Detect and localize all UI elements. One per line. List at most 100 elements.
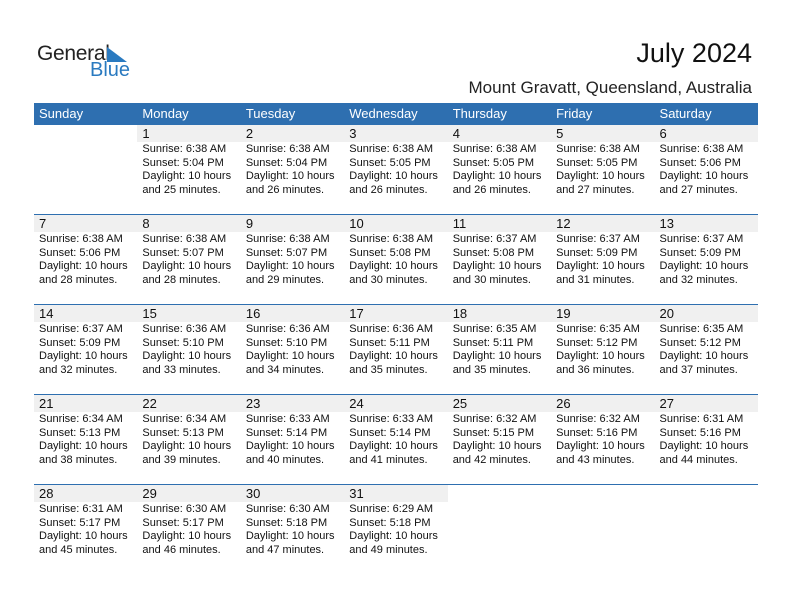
- weekday-tuesday: Tuesday: [245, 106, 296, 121]
- daylight-text: and 35 minutes.: [452, 363, 531, 376]
- day-cell: 27 Sunrise: 6:31 AM Sunset: 5:16 PM Dayligh…: [654, 395, 758, 484]
- day-number: 18: [447, 305, 552, 322]
- sunrise-text: Sunrise: 6:38 AM: [39, 233, 123, 245]
- sunrise-text: Sunrise: 6:35 AM: [556, 323, 640, 335]
- day-number: 24: [344, 395, 448, 412]
- sunset-text: Sunset: 5:05 PM: [556, 156, 638, 169]
- sunset-text: Sunset: 5:12 PM: [556, 336, 638, 349]
- day-cell: 15 Sunrise: 6:36 AM Sunset: 5:10 PM Dayligh…: [137, 305, 241, 394]
- daylight-text: Daylight: 10 hours: [452, 440, 542, 453]
- sunset-text: Sunset: 5:12 PM: [659, 336, 741, 349]
- daylight-text: Daylight: 10 hours: [452, 350, 542, 363]
- sun-info: Sunrise: 6:34 AM Sunset: 5:13 PM Daylight:…: [137, 412, 240, 467]
- daylight-text: Daylight: 10 hours: [556, 440, 645, 453]
- day-cell: 23 Sunrise: 6:33 AM Sunset: 5:14 PM Dayligh…: [240, 395, 345, 484]
- sunrise-text: Sunrise: 6:34 AM: [142, 413, 227, 425]
- day-cell: 1 Sunrise: 6:38 AM Sunset: 5:04 PM Daylight…: [137, 125, 241, 214]
- day-number: 10: [344, 215, 448, 232]
- day-number: 29: [137, 485, 241, 502]
- day-number: 11: [447, 215, 552, 232]
- sun-info: Sunrise: 6:38 AM Sunset: 5:05 PM Daylight:…: [344, 142, 447, 197]
- daylight-text: and 49 minutes.: [349, 543, 428, 556]
- generalblue-logo: General Blue: [37, 42, 137, 82]
- week-row: 21 Sunrise: 6:34 AM Sunset: 5:13 PM Dayligh…: [34, 394, 758, 484]
- week-row: 1 Sunrise: 6:38 AM Sunset: 5:04 PM Daylight…: [34, 125, 758, 214]
- sunrise-text: Sunrise: 6:36 AM: [245, 323, 330, 335]
- day-cell: 19 Sunrise: 6:35 AM Sunset: 5:12 PM Dayligh…: [551, 305, 655, 394]
- day-number: 22: [137, 395, 241, 412]
- sunset-text: Sunset: 5:17 PM: [142, 516, 224, 529]
- day-cell: 5 Sunrise: 6:38 AM Sunset: 5:05 PM Daylight…: [551, 125, 655, 214]
- sunset-text: Sunset: 5:09 PM: [556, 246, 638, 259]
- sun-info: Sunrise: 6:38 AM Sunset: 5:06 PM Daylight:…: [34, 232, 137, 287]
- sunset-text: Sunset: 5:18 PM: [245, 516, 328, 529]
- day-number: 3: [344, 125, 448, 142]
- sunset-text: Sunset: 5:17 PM: [39, 516, 121, 529]
- day-cell: 12 Sunrise: 6:37 AM Sunset: 5:09 PM Dayligh…: [551, 215, 655, 304]
- daylight-text: Daylight: 10 hours: [349, 170, 438, 183]
- sunset-text: Sunset: 5:04 PM: [142, 156, 224, 169]
- daylight-text: Daylight: 10 hours: [39, 260, 128, 273]
- daylight-text: and 36 minutes.: [556, 363, 635, 376]
- daylight-text: and 45 minutes.: [39, 543, 118, 556]
- daylight-text: and 26 minutes.: [245, 183, 325, 196]
- daylight-text: Daylight: 10 hours: [349, 440, 438, 453]
- logo-text-blue: Blue: [90, 59, 131, 81]
- sunset-text: Sunset: 5:18 PM: [349, 516, 431, 529]
- sun-info: Sunrise: 6:38 AM Sunset: 5:06 PM Daylight:…: [655, 142, 758, 197]
- sunset-text: Sunset: 5:13 PM: [39, 426, 121, 439]
- day-cell: 20 Sunrise: 6:35 AM Sunset: 5:12 PM Dayligh…: [654, 305, 758, 394]
- day-cell: 22 Sunrise: 6:34 AM Sunset: 5:13 PM Dayligh…: [137, 395, 241, 484]
- sunset-text: Sunset: 5:14 PM: [245, 426, 328, 439]
- daylight-text: Daylight: 10 hours: [142, 440, 232, 453]
- daylight-text: and 27 minutes.: [659, 183, 738, 196]
- sunrise-text: Sunrise: 6:34 AM: [39, 413, 123, 425]
- sunrise-text: Sunrise: 6:38 AM: [556, 143, 640, 155]
- day-cell: 14 Sunrise: 6:37 AM Sunset: 5:09 PM Dayligh…: [34, 305, 138, 394]
- sun-info: Sunrise: 6:33 AM Sunset: 5:14 PM Daylight:…: [241, 412, 344, 467]
- day-cell: 4 Sunrise: 6:38 AM Sunset: 5:05 PM Daylight…: [447, 125, 552, 214]
- sun-info: Sunrise: 6:38 AM Sunset: 5:07 PM Daylight:…: [137, 232, 240, 287]
- day-cell: 28 Sunrise: 6:31 AM Sunset: 5:17 PM Dayligh…: [34, 485, 138, 574]
- day-cell: 10 Sunrise: 6:38 AM Sunset: 5:08 PM Dayligh…: [344, 215, 448, 304]
- daylight-text: and 44 minutes.: [659, 453, 738, 466]
- day-number: 30: [240, 485, 345, 502]
- day-number: 9: [240, 215, 345, 232]
- daylight-text: Daylight: 10 hours: [349, 350, 438, 363]
- sun-info: Sunrise: 6:29 AM Sunset: 5:18 PM Daylight:…: [344, 502, 447, 557]
- daylight-text: and 39 minutes.: [142, 453, 221, 466]
- sunset-text: Sunset: 5:11 PM: [452, 336, 534, 349]
- sunrise-text: Sunrise: 6:36 AM: [142, 323, 227, 335]
- weekday-sunday: Sunday: [39, 106, 84, 121]
- sun-info: Sunrise: 6:32 AM Sunset: 5:15 PM Daylight:…: [448, 412, 551, 467]
- week-row: 14 Sunrise: 6:37 AM Sunset: 5:09 PM Dayligh…: [34, 304, 758, 394]
- sun-info: Sunrise: 6:38 AM Sunset: 5:04 PM Daylight:…: [241, 142, 344, 197]
- sunset-text: Sunset: 5:08 PM: [349, 246, 431, 259]
- empty-cell: [655, 485, 758, 574]
- daylight-text: and 28 minutes.: [39, 273, 118, 286]
- daylight-text: Daylight: 10 hours: [659, 440, 749, 453]
- day-cell: 13 Sunrise: 6:37 AM Sunset: 5:09 PM Dayligh…: [654, 215, 758, 304]
- day-number: 16: [240, 305, 345, 322]
- sun-info: Sunrise: 6:36 AM Sunset: 5:10 PM Daylight:…: [137, 322, 240, 377]
- day-number: 15: [137, 305, 241, 322]
- daylight-text: Daylight: 10 hours: [39, 530, 128, 543]
- day-cell: 25 Sunrise: 6:32 AM Sunset: 5:15 PM Dayligh…: [447, 395, 552, 484]
- day-number: 21: [34, 395, 138, 412]
- week-row: 7 Sunrise: 6:38 AM Sunset: 5:06 PM Daylight…: [34, 214, 758, 304]
- sun-info: Sunrise: 6:35 AM Sunset: 5:11 PM Daylight:…: [448, 322, 551, 377]
- day-number: 19: [551, 305, 655, 322]
- location: Mount Gravatt, Queensland, Australia: [468, 78, 753, 97]
- sun-info: Sunrise: 6:38 AM Sunset: 5:04 PM Daylight:…: [137, 142, 240, 197]
- day-number: 31: [344, 485, 448, 502]
- daylight-text: and 35 minutes.: [349, 363, 428, 376]
- sunrise-text: Sunrise: 6:37 AM: [556, 233, 640, 245]
- day-number: 26: [551, 395, 655, 412]
- sun-info: Sunrise: 6:38 AM Sunset: 5:08 PM Daylight:…: [344, 232, 447, 287]
- sun-info: Sunrise: 6:38 AM Sunset: 5:05 PM Daylight:…: [448, 142, 551, 197]
- week-row: 28 Sunrise: 6:31 AM Sunset: 5:17 PM Dayligh…: [34, 484, 758, 574]
- sunrise-text: Sunrise: 6:33 AM: [349, 413, 434, 425]
- weekday-thursday: Thursday: [452, 106, 507, 121]
- day-number: [655, 485, 758, 502]
